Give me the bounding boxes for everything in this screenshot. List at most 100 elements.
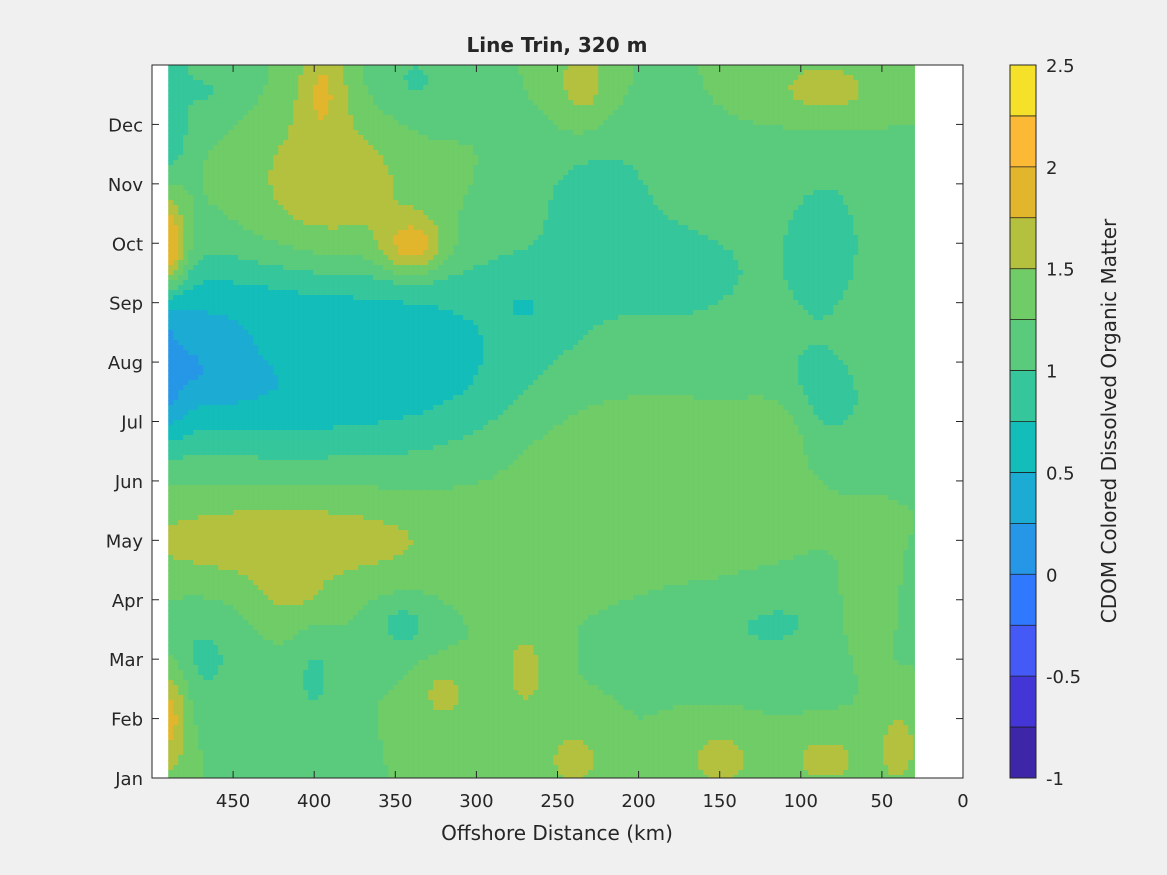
contour-cell (738, 195, 744, 201)
contour-cell (518, 100, 524, 106)
contour-cell (418, 65, 424, 71)
contour-cell (248, 180, 254, 186)
contour-cell (273, 155, 279, 161)
contour-cell (913, 165, 915, 171)
contour-cell (733, 140, 739, 146)
contour-cell (738, 120, 744, 126)
contour-cell (173, 75, 179, 81)
contour-cell (783, 90, 789, 96)
contour-cell (188, 140, 194, 146)
contour-cell (823, 115, 829, 121)
contour-cell (253, 155, 259, 161)
contour-cell (733, 90, 739, 96)
contour-cell (598, 105, 604, 111)
contour-cell (843, 125, 849, 131)
contour-cell (678, 135, 684, 141)
contour-cell (503, 145, 509, 151)
contour-cell (558, 140, 564, 146)
contour-cell (278, 190, 284, 196)
contour-cell (863, 85, 869, 91)
contour-cell (858, 105, 864, 111)
contour-cell (443, 215, 449, 221)
contour-cell (523, 130, 529, 136)
contour-cell (243, 195, 249, 201)
contour-cell (343, 85, 349, 91)
contour-cell (198, 140, 204, 146)
contour-cell (198, 185, 204, 191)
contour-cell (558, 145, 564, 151)
contour-cell (533, 100, 539, 106)
contour-cell (313, 170, 319, 176)
contour-cell (263, 130, 269, 136)
contour-cell (303, 165, 309, 171)
contour-cell (733, 95, 739, 101)
contour-cell (278, 170, 284, 176)
contour-cell (808, 95, 814, 101)
contour-cell (723, 145, 729, 151)
contour-cell (663, 225, 669, 231)
contour-cell (363, 80, 369, 86)
contour-cell (513, 105, 519, 111)
contour-cell (293, 70, 299, 76)
contour-cell (828, 90, 834, 96)
contour-cell (903, 125, 909, 131)
contour-cell (283, 145, 289, 151)
contour-cell (238, 225, 244, 231)
contour-cell (303, 200, 309, 206)
contour-cell (578, 80, 584, 86)
contour-cell (573, 100, 579, 106)
contour-cell (293, 130, 299, 136)
contour-cell (548, 180, 554, 186)
contour-cell (208, 215, 214, 221)
contour-cell (268, 215, 274, 221)
contour-cell (558, 120, 564, 126)
contour-cell (293, 145, 299, 151)
contour-cell (333, 195, 339, 201)
contour-cell (433, 225, 439, 231)
contour-cell (723, 125, 729, 131)
contour-cell (513, 165, 519, 171)
contour-cell (883, 160, 889, 166)
contour-cell (713, 120, 719, 126)
contour-cell (278, 210, 284, 216)
contour-cell (723, 165, 729, 171)
contour-cell (173, 85, 179, 91)
contour-cell (653, 150, 659, 156)
contour-cell (593, 90, 599, 96)
contour-cell (313, 185, 319, 191)
contour-cell (608, 165, 614, 171)
contour-cell (668, 130, 674, 136)
contour-cell (808, 110, 814, 116)
contour-cell (668, 175, 674, 181)
contour-cell (438, 175, 444, 181)
contour-cell (563, 100, 569, 106)
contour-cell (893, 160, 899, 166)
contour-cell (518, 145, 524, 151)
contour-cell (218, 135, 224, 141)
contour-cell (903, 110, 909, 116)
contour-cell (888, 210, 894, 216)
contour-cell (513, 145, 519, 151)
contour-cell (283, 70, 289, 76)
contour-cell (913, 80, 915, 86)
contour-cell (673, 165, 679, 171)
contour-cell (833, 205, 839, 211)
contour-cell (483, 110, 489, 116)
contour-cell (808, 140, 814, 146)
contour-cell (848, 215, 854, 221)
contour-cell (258, 230, 264, 236)
contour-cell (508, 100, 514, 106)
contour-cell (533, 140, 539, 146)
contour-cell (768, 180, 774, 186)
contour-cell (303, 150, 309, 156)
contour-cell (793, 145, 799, 151)
contour-cell (793, 75, 799, 81)
contour-cell (193, 90, 199, 96)
contour-cell (323, 175, 329, 181)
contour-cell (368, 95, 374, 101)
contour-cell (443, 100, 449, 106)
contour-cell (408, 115, 414, 121)
contour-cell (853, 70, 859, 76)
contour-cell (633, 130, 639, 136)
contour-cell (513, 75, 519, 81)
